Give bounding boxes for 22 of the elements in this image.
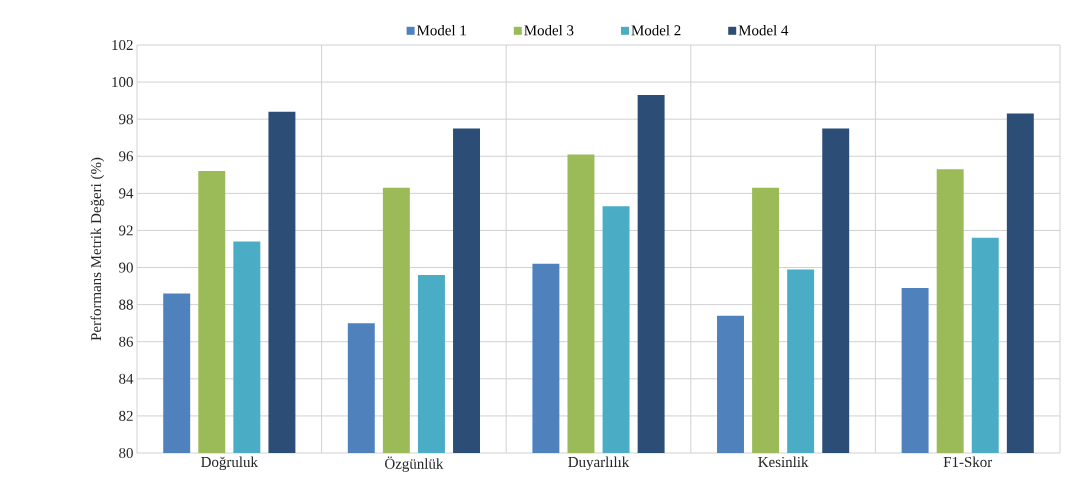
y-tick-label: 88 bbox=[119, 299, 133, 310]
y-tick-label: 84 bbox=[119, 373, 134, 384]
x-tick-label: Özgünlük bbox=[385, 456, 444, 472]
y-tick-label: 96 bbox=[119, 151, 134, 162]
y-axis-title: Performans Metrik Değeri (%) bbox=[90, 157, 105, 341]
y-tick-label: 94 bbox=[119, 188, 134, 199]
y-tick-label: 98 bbox=[119, 114, 133, 125]
y-tick-label: 80 bbox=[119, 447, 133, 459]
x-tick-label: F1-Skor bbox=[943, 456, 993, 468]
legend-label: Model 3 bbox=[524, 24, 574, 36]
y-tick-label: 86 bbox=[119, 336, 134, 347]
y-tick-label: 102 bbox=[112, 39, 133, 51]
y-tick-label: 92 bbox=[119, 225, 133, 236]
legend-label: Model 1 bbox=[417, 24, 466, 36]
y-tick-label: 82 bbox=[119, 410, 133, 421]
x-tick-label: Duyarlılık bbox=[568, 456, 630, 471]
legend-label: Model 4 bbox=[738, 24, 789, 36]
legend-label: Model 2 bbox=[631, 24, 681, 36]
x-tick-label: Kesinlik bbox=[758, 456, 809, 468]
y-tick-label: 100 bbox=[112, 77, 133, 88]
x-tick-label: Doğruluk bbox=[201, 456, 258, 471]
y-tick-label: 90 bbox=[119, 262, 133, 273]
